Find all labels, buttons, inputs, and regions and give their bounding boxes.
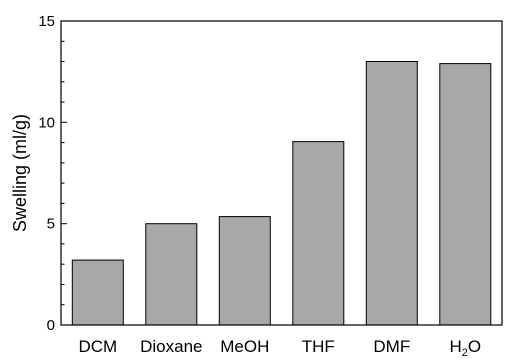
bar-dcm [71, 259, 124, 326]
x-tick-label-dcm: DCM [78, 337, 117, 356]
y-tick-label-0: 0 [47, 317, 55, 334]
bar-h2o [439, 63, 492, 326]
x-tick-label-h2o: H2O [449, 337, 481, 359]
y-tick-label-10: 10 [38, 114, 55, 131]
x-tick-label-thf: THF [302, 337, 335, 356]
x-tick-label-dioxane: Dioxane [140, 337, 202, 356]
y-ticks-group: 0 5 10 15 [38, 13, 67, 334]
y-tick-label-5: 5 [47, 216, 55, 233]
x-tick-label-dmf: DMF [373, 337, 410, 356]
bar-dmf [365, 61, 418, 326]
bar-thf [292, 141, 345, 326]
x-tick-label-meoh: MeOH [220, 337, 269, 356]
y-tick-label-15: 15 [38, 13, 55, 30]
bar-dioxane [145, 223, 198, 326]
y-axis-label: Swelling (ml/g) [10, 114, 30, 232]
plot-frame [60, 20, 503, 326]
bars-group [71, 61, 492, 326]
bar-meoh [218, 216, 271, 326]
x-tick-labels-group: DCM Dioxane MeOH THF DMF H2O [78, 337, 481, 359]
